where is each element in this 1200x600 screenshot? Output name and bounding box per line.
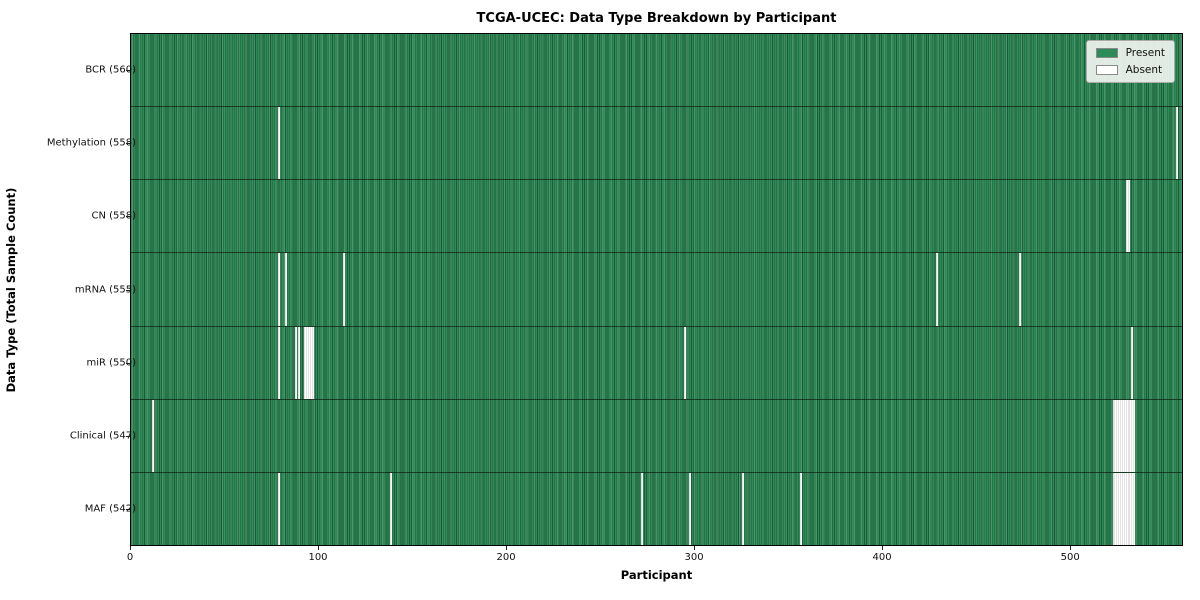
absent-mark	[1112, 399, 1115, 472]
xtick-mark	[318, 546, 319, 550]
legend-absent-label: Absent	[1125, 64, 1163, 76]
xtick-label-100: 100	[308, 552, 328, 563]
ytick-mark	[126, 69, 130, 71]
xtick-mark	[882, 546, 884, 550]
absent-mark	[1125, 399, 1128, 472]
absent-mark	[1114, 399, 1117, 472]
row-CN	[131, 180, 1182, 254]
absent-mark	[1018, 253, 1021, 326]
xtick-label-0: 0	[126, 552, 134, 563]
absent-mark	[1123, 399, 1126, 472]
absent-mark	[1114, 472, 1117, 545]
absent-mark	[1127, 472, 1130, 545]
absent-mark	[305, 326, 308, 399]
absent-mark	[1120, 399, 1123, 472]
chart-title: TCGA-UCEC: Data Type Breakdown by Partic…	[476, 11, 837, 26]
absent-mark	[1116, 399, 1119, 472]
absent-mark	[800, 472, 803, 545]
ytick-mark	[126, 216, 130, 218]
xtick-label-400: 400	[872, 552, 892, 563]
xtick-mark	[506, 546, 508, 550]
absent-mark	[1120, 472, 1123, 545]
absent-mark	[1131, 472, 1134, 545]
absent-mark	[309, 326, 312, 399]
x-axis-title: Participant	[620, 568, 693, 582]
absent-mark	[1133, 472, 1136, 545]
row-BCR	[131, 34, 1182, 108]
absent-mark	[1116, 472, 1119, 545]
plot-area: Present Absent	[130, 33, 1183, 546]
absent-mark	[640, 472, 643, 545]
absent-mark	[285, 253, 288, 326]
row-MAF	[131, 472, 1182, 545]
absent-mark	[1121, 399, 1124, 472]
absent-mark	[1121, 472, 1124, 545]
absent-mark	[1125, 180, 1128, 253]
ytick-label-mRNA: mRNA (555)	[74, 284, 136, 295]
absent-mark	[1127, 399, 1130, 472]
absent-mark	[277, 472, 280, 545]
absent-mark	[1118, 399, 1121, 472]
absent-mark	[303, 326, 306, 399]
absent-mark	[1129, 472, 1132, 545]
xtick-mark	[694, 546, 696, 550]
absent-mark	[390, 472, 393, 545]
ytick-mark	[126, 509, 130, 511]
xtick-label-200: 200	[496, 552, 516, 563]
absent-mark	[683, 326, 686, 399]
absent-mark	[1127, 180, 1130, 253]
absent-mark	[277, 253, 280, 326]
absent-mark	[311, 326, 314, 399]
xtick-label-500: 500	[1060, 552, 1080, 563]
legend-present-label: Present	[1125, 47, 1165, 59]
absent-mark	[1133, 399, 1136, 472]
absent-mark	[1125, 472, 1128, 545]
absent-mark	[742, 472, 745, 545]
ytick-label-MAF: MAF (542)	[84, 503, 136, 515]
legend: Present Absent	[1085, 40, 1175, 83]
absent-mark	[343, 253, 346, 326]
absent-mark	[1131, 399, 1134, 472]
ytick-mark	[126, 362, 130, 364]
ytick-mark	[126, 289, 130, 291]
ytick-mark	[126, 436, 130, 438]
ytick-label-miR: miR (550)	[86, 357, 136, 369]
absent-mark	[935, 253, 938, 326]
ytick-label-Methylation: Methylation (558)	[46, 137, 136, 149]
xtick-mark	[130, 546, 131, 550]
absent-mark	[277, 107, 280, 180]
absent-mark	[1131, 326, 1134, 399]
xtick-mark	[1070, 546, 1072, 550]
ytick-label-BCR: BCR (560)	[85, 64, 136, 76]
legend-entry-absent: Absent	[1095, 64, 1165, 76]
xtick-label-300: 300	[684, 552, 704, 563]
row-Methylation	[131, 107, 1182, 181]
absent-mark	[1118, 472, 1121, 545]
absent-mark	[1129, 399, 1132, 472]
absent-mark	[1112, 472, 1115, 545]
ytick-label-CN: CN (558)	[91, 210, 136, 222]
absent-mark	[1176, 107, 1179, 180]
absent-mark	[689, 472, 692, 545]
absent-mark	[307, 326, 310, 399]
legend-entry-present: Present	[1095, 47, 1165, 59]
absent-mark	[294, 326, 297, 399]
absent-mark	[277, 326, 280, 399]
row-mRNA	[131, 253, 1182, 327]
row-miR	[131, 326, 1182, 400]
absent-mark	[298, 326, 301, 399]
present-swatch-icon	[1095, 48, 1118, 58]
absent-mark	[1123, 472, 1126, 545]
row-Clinical	[131, 399, 1182, 473]
ytick-label-Clinical: Clinical (547)	[69, 430, 136, 442]
absent-mark	[151, 399, 154, 472]
absent-swatch-icon	[1095, 65, 1118, 75]
ytick-mark	[126, 142, 130, 144]
